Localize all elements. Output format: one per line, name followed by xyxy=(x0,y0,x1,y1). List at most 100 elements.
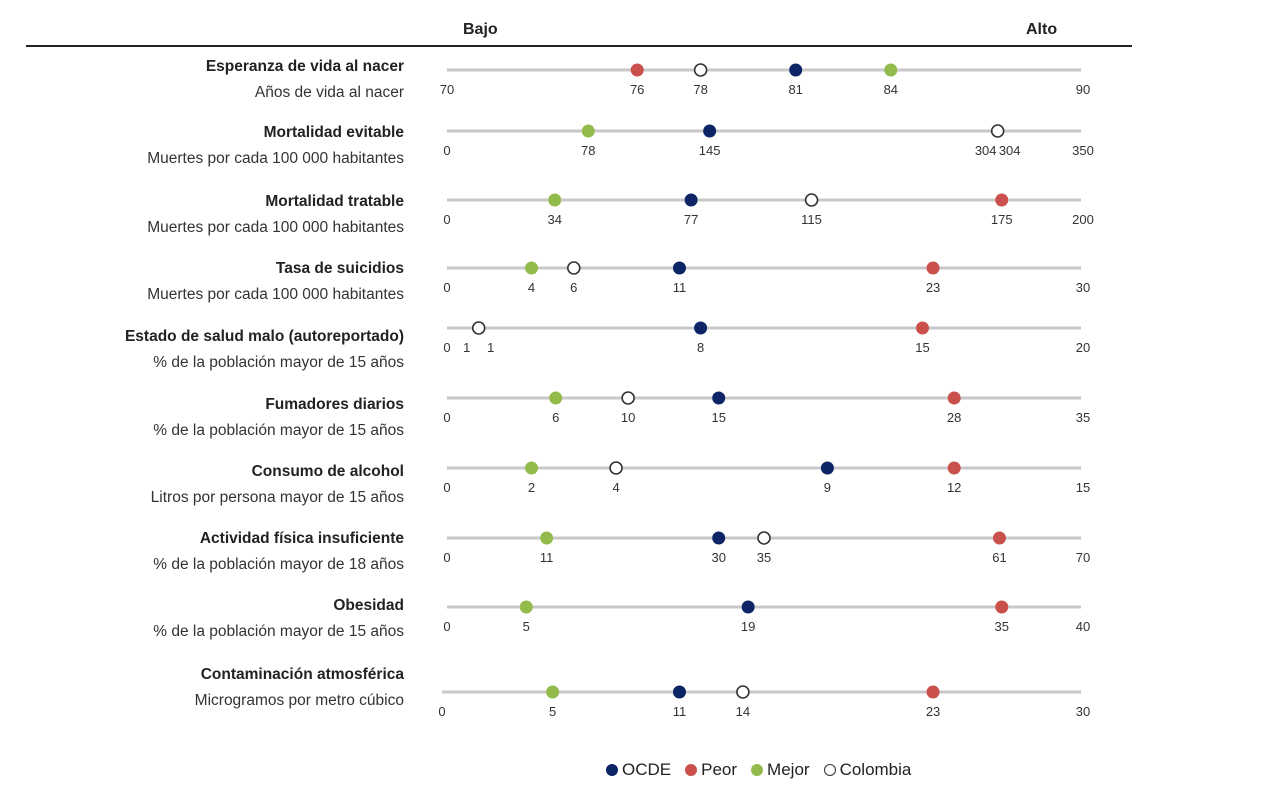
axis-min-label: 0 xyxy=(438,704,445,719)
row-subtitle: % de la población mayor de 15 años xyxy=(153,354,404,371)
dot-ocde xyxy=(712,391,726,405)
value-label-colombia: 78 xyxy=(693,82,707,97)
dot-colombia xyxy=(609,461,623,475)
value-label-ocde: 11 xyxy=(673,280,687,295)
row-title: Contaminación atmosférica xyxy=(200,666,404,683)
dot-colombia xyxy=(566,261,581,275)
row-title: Obesidad xyxy=(333,597,404,614)
value-label-mejor: 78 xyxy=(581,143,595,158)
legend-item-colombia: Colombia xyxy=(823,760,911,780)
value-label-colombia: 4 xyxy=(612,480,619,495)
value-label-mejor: 34 xyxy=(548,212,562,227)
value-label-peor: 15 xyxy=(915,340,929,355)
dot-peor xyxy=(630,63,644,77)
value-label-ocde: 15 xyxy=(711,410,725,425)
legend-swatch-peor xyxy=(685,764,698,776)
axis-min-label: 0 xyxy=(443,410,450,425)
row-label: Actividad física insuficiente % de la pob… xyxy=(153,530,404,574)
dot-ocde xyxy=(703,124,717,138)
dot-peor xyxy=(992,531,1006,545)
dot-peor xyxy=(947,461,961,475)
value-label-colombia: 115 xyxy=(801,212,822,227)
value-label-colombia: 6 xyxy=(570,280,577,295)
row-title: Tasa de suicidios xyxy=(275,260,404,277)
axis-max-label: 30 xyxy=(1076,280,1090,295)
value-label-colombia: 10 xyxy=(621,410,635,425)
dot-colombia xyxy=(736,685,750,699)
dot-mejor xyxy=(546,685,560,699)
value-label-peor: 35 xyxy=(995,619,1009,634)
axis-max-label: 200 xyxy=(1072,212,1094,227)
row-label: Estado de salud malo (autoreportado) % de… xyxy=(125,328,404,372)
dot-mejor xyxy=(884,63,898,77)
value-label-peor: 175 xyxy=(991,212,1013,227)
value-label-mejor: 2 xyxy=(528,480,535,495)
row-subtitle: Litros por persona mayor de 15 años xyxy=(150,489,404,506)
legend-label: Mejor xyxy=(767,760,810,779)
legend-label: Peor xyxy=(701,760,738,779)
value-label-mejor: 1 xyxy=(463,340,470,355)
dot-peor xyxy=(926,261,940,275)
axis-max-label: 40 xyxy=(1076,619,1090,634)
axis-min-label: 0 xyxy=(443,143,450,158)
dot-mejor xyxy=(525,261,539,275)
value-label-mejor: 5 xyxy=(549,704,556,719)
dot-ocde xyxy=(672,261,686,275)
row-label: Mortalidad tratable Muertes por cada 100 … xyxy=(147,193,404,237)
axis-max-label: 90 xyxy=(1076,82,1090,97)
value-label-mejor: 6 xyxy=(552,410,559,425)
value-label-ocde: 8 xyxy=(697,340,704,355)
axis-min-label: 0 xyxy=(443,212,450,227)
dot-mejor xyxy=(540,531,554,545)
dot-ocde xyxy=(820,461,834,475)
dot-ocde xyxy=(741,600,755,614)
axis-max-label: 350 xyxy=(1072,143,1094,158)
legend: OCDE Peor Mejor Colombia xyxy=(606,760,911,780)
dot-ocde xyxy=(684,193,698,207)
value-label-peor: 76 xyxy=(630,82,644,97)
dot-colombia xyxy=(990,124,1005,138)
value-label-mejor: 84 xyxy=(884,82,898,97)
row-title: Fumadores diarios xyxy=(265,396,404,413)
row-subtitle: Microgramos por metro cúbico xyxy=(194,692,404,709)
legend-item-ocde: OCDE xyxy=(606,760,671,780)
value-label-colombia: 35 xyxy=(757,550,771,565)
dot-peor xyxy=(926,685,940,699)
value-label-peor: 28 xyxy=(947,410,961,425)
row-title: Mortalidad tratable xyxy=(265,193,404,210)
dot-colombia xyxy=(621,391,635,405)
row-label: Consumo de alcohol Litros por persona may… xyxy=(151,463,404,507)
row-title: Esperanza de vida al nacer xyxy=(205,58,404,75)
value-label-mejor: 5 xyxy=(523,619,530,634)
row-subtitle: % de la población mayor de 18 años xyxy=(153,556,404,573)
axis-max-label: 35 xyxy=(1076,410,1090,425)
value-label-mejor: 4 xyxy=(528,280,535,295)
dot-mejor xyxy=(525,461,539,475)
axis-min-label: 0 xyxy=(443,280,450,295)
row-subtitle: Muertes por cada 100 000 habitantes xyxy=(147,150,404,167)
row-subtitle: % de la población mayor de 15 años xyxy=(153,422,404,439)
row-label: Fumadores diarios % de la población mayor… xyxy=(153,396,404,440)
row-title: Mortalidad evitable xyxy=(263,124,404,141)
dot-ocde xyxy=(712,531,726,545)
dot-mejor xyxy=(581,124,595,138)
legend-swatch-mejor xyxy=(751,764,764,776)
axis-min-label: 0 xyxy=(443,550,450,565)
row-subtitle: Años de vida al nacer xyxy=(254,84,404,101)
row-subtitle: Muertes por cada 100 000 habitantes xyxy=(147,219,404,236)
value-label-ocde: 11 xyxy=(673,704,687,719)
value-label-colombia: 304 xyxy=(999,143,1021,158)
value-label-ocde: 81 xyxy=(788,82,802,97)
legend-swatch-ocde xyxy=(606,764,618,776)
row-label: Tasa de suicidios Muertes por cada 100 00… xyxy=(147,260,404,304)
value-label-peor: 304 xyxy=(975,143,997,158)
axis-max-label: 70 xyxy=(1076,550,1090,565)
value-label-mejor: 11 xyxy=(540,550,554,565)
value-label-ocde: 19 xyxy=(741,619,755,634)
axis-min-label: 0 xyxy=(443,480,450,495)
value-label-colombia: 14 xyxy=(736,704,750,719)
value-label-peor: 23 xyxy=(926,704,940,719)
value-label-ocde: 77 xyxy=(684,212,698,227)
dot-colombia xyxy=(693,63,708,77)
